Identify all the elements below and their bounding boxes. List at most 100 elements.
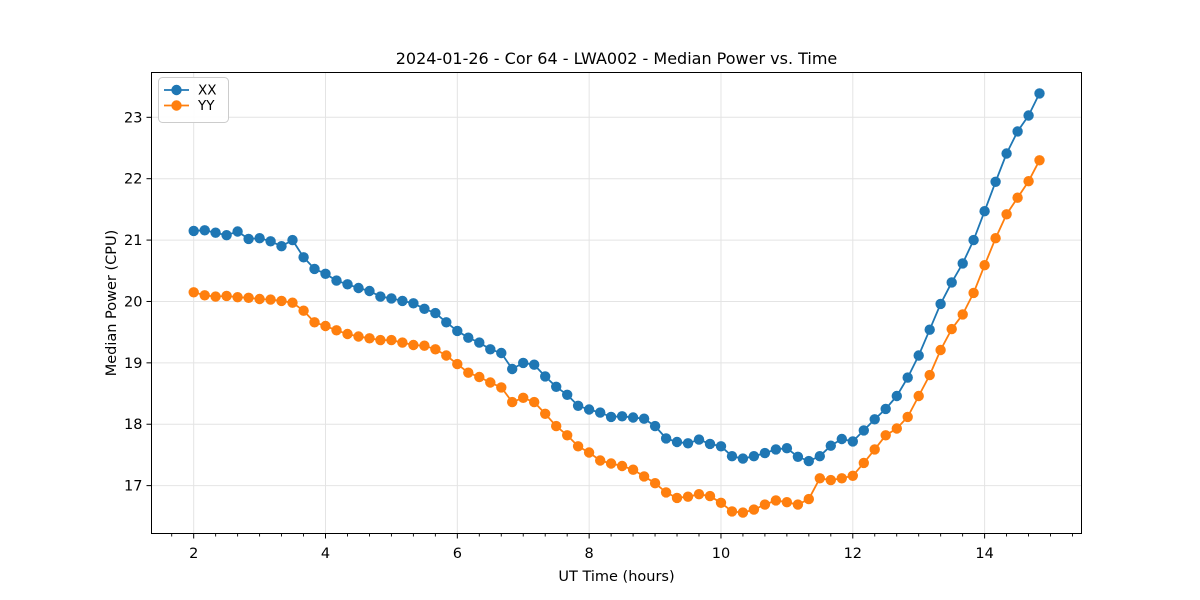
data-point-XX <box>880 403 891 415</box>
data-point-XX <box>551 381 562 392</box>
y-tick-label-23: 23 <box>124 110 142 126</box>
data-point-YY <box>781 497 793 508</box>
data-point-XX <box>660 433 672 444</box>
data-point-XX <box>627 412 639 423</box>
data-point-XX <box>671 436 683 448</box>
data-point-XX <box>386 293 397 304</box>
data-point-XX <box>693 434 705 445</box>
data-point-XX <box>507 363 518 375</box>
data-point-YY <box>595 455 606 466</box>
x-tick-label-14: 14 <box>975 546 993 562</box>
y-axis-label: Median Power (CPU) <box>104 230 120 377</box>
data-point-XX <box>726 451 738 462</box>
y-tick-label-21: 21 <box>124 233 142 249</box>
data-point-YY <box>243 292 254 303</box>
data-point-XX <box>419 303 430 314</box>
data-point-YY <box>320 320 331 332</box>
data-point-XX <box>485 344 496 355</box>
data-point-YY <box>968 287 979 299</box>
data-point-YY <box>814 473 825 484</box>
data-point-YY <box>386 334 397 346</box>
data-point-XX <box>298 252 309 263</box>
data-point-XX <box>748 451 760 462</box>
data-point-YY <box>770 495 782 506</box>
y-tick-label-22: 22 <box>124 172 142 188</box>
data-point-XX <box>408 298 419 309</box>
x-tick-label-6: 6 <box>453 546 462 562</box>
data-point-YY <box>551 420 562 432</box>
data-point-XX <box>781 443 793 454</box>
data-point-XX <box>990 176 1001 187</box>
x-axis-label: UT Time (hours) <box>558 569 674 585</box>
data-point-YY <box>660 487 672 498</box>
data-point-XX <box>759 447 771 459</box>
data-point-XX <box>276 241 287 252</box>
data-point-YY <box>562 430 573 441</box>
data-point-XX <box>968 234 979 246</box>
legend-marker-xx <box>171 84 182 96</box>
data-point-YY <box>880 430 891 441</box>
data-point-XX <box>287 234 298 246</box>
data-point-YY <box>572 441 584 452</box>
data-point-XX <box>364 285 375 297</box>
x-tick-label-4: 4 <box>321 546 330 562</box>
data-point-YY <box>858 457 869 469</box>
data-point-YY <box>221 290 232 302</box>
data-point-YY <box>616 460 628 472</box>
data-point-YY <box>496 382 507 393</box>
x-tick-label-12: 12 <box>844 546 862 562</box>
data-point-YY <box>825 474 836 486</box>
data-point-YY <box>254 293 265 305</box>
data-point-XX <box>946 277 957 288</box>
data-point-XX <box>847 436 858 447</box>
data-point-XX <box>254 233 265 244</box>
data-point-XX <box>803 455 814 467</box>
data-point-XX <box>572 400 584 411</box>
data-point-XX <box>463 332 474 343</box>
data-point-XX <box>188 225 199 237</box>
data-point-YY <box>946 323 957 335</box>
data-point-YY <box>419 340 430 351</box>
data-point-YY <box>1034 155 1045 166</box>
data-point-YY <box>748 504 760 515</box>
data-point-XX <box>562 389 573 400</box>
legend-entry-xx: XX <box>164 83 217 99</box>
data-point-YY <box>199 290 210 301</box>
data-point-YY <box>704 490 716 502</box>
data-point-XX <box>935 298 946 310</box>
series-XX <box>188 88 1045 467</box>
data-point-XX <box>913 350 924 361</box>
data-point-XX <box>441 317 452 328</box>
data-point-YY <box>441 350 452 361</box>
data-point-YY <box>364 333 375 344</box>
data-point-YY <box>803 493 814 505</box>
data-point-YY <box>210 291 221 302</box>
data-point-XX <box>869 414 880 425</box>
data-point-XX <box>737 453 749 464</box>
data-point-XX <box>397 295 408 307</box>
data-point-YY <box>682 491 694 502</box>
data-point-YY <box>935 344 946 356</box>
data-point-YY <box>518 392 529 403</box>
data-point-XX <box>638 413 650 424</box>
data-point-XX <box>979 206 990 217</box>
data-point-YY <box>188 287 199 298</box>
data-point-XX <box>452 325 463 337</box>
y-tick-label-19: 19 <box>124 356 142 372</box>
data-point-YY <box>331 325 342 336</box>
data-point-YY <box>1012 192 1023 203</box>
data-point-XX <box>825 440 836 451</box>
data-point-XX <box>1023 110 1034 121</box>
data-point-YY <box>737 507 749 518</box>
x-tick-label-10: 10 <box>712 546 730 562</box>
data-point-XX <box>320 268 331 279</box>
data-point-YY <box>891 423 902 434</box>
data-point-YY <box>759 499 771 510</box>
data-point-YY <box>507 396 518 408</box>
data-point-XX <box>583 404 595 415</box>
legend: XX YY <box>158 77 229 123</box>
data-point-XX <box>342 279 353 290</box>
y-tick-label-20: 20 <box>124 294 142 310</box>
data-point-YY <box>924 369 935 381</box>
data-point-XX <box>957 258 968 269</box>
